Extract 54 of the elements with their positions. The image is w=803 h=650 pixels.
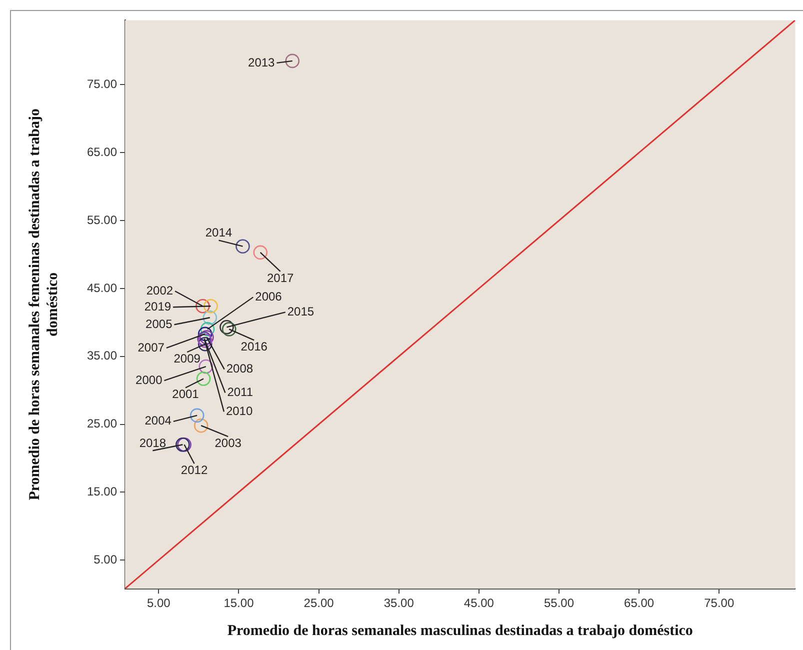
point: [253, 245, 268, 260]
y-tick-label: 65.00: [87, 144, 118, 159]
annotation: 2012: [180, 462, 208, 477]
point: [220, 320, 234, 334]
y-tick-label: 75.00: [87, 77, 118, 92]
point: [198, 359, 214, 374]
x-tick-label: 65.00: [624, 596, 654, 610]
point: [190, 408, 204, 423]
point: [222, 322, 236, 336]
annotation: 2002: [146, 283, 174, 298]
x-tick-label: 15.00: [224, 596, 254, 610]
point: [198, 326, 212, 342]
point: [200, 322, 215, 336]
annotation: 2007: [138, 340, 165, 354]
point: [285, 54, 300, 68]
point: [196, 372, 211, 386]
annotation: 2017: [266, 270, 294, 285]
x-tick-label: 5.00: [146, 596, 171, 610]
x-tick-label: 45.00: [464, 596, 494, 610]
y-axis-title: Promedio de horas semanales femeninas destinadas a trabajo doméstico: [26, 108, 61, 500]
annotation: 2003: [214, 436, 242, 450]
point: [196, 298, 210, 314]
annotation: 2014: [205, 226, 232, 240]
x-axis-title: Promedio de horas semanales masculinas destinadas a trabajo doméstico: [227, 622, 693, 639]
annotation: 2016: [240, 340, 268, 354]
point: [202, 310, 218, 325]
annotation: 2004: [144, 414, 172, 428]
x-tick-label: 35.00: [384, 596, 414, 610]
y-tick-label: 45.00: [87, 280, 118, 295]
annotation: 2000: [136, 372, 163, 387]
annotation: 2011: [227, 385, 254, 400]
annotation: 2009: [174, 351, 201, 366]
y-tick-label: 25.00: [87, 416, 118, 431]
point: [198, 336, 212, 352]
y-tick-label: 5.00: [94, 552, 118, 566]
point: [200, 330, 214, 344]
annotation: 2013: [248, 55, 276, 70]
annotation: 2005: [146, 316, 173, 331]
annotation: 2010: [226, 404, 253, 418]
annotation: 2019: [144, 299, 172, 314]
annotation: 2006: [255, 290, 282, 304]
x-tick-label: 75.00: [704, 596, 734, 610]
y-tick-label: 55.00: [87, 212, 118, 227]
x-tick-label: 25.00: [304, 596, 334, 610]
annotation: 2018: [139, 436, 166, 450]
x-tick-label: 55.00: [544, 596, 574, 610]
annotation: 2015: [287, 304, 314, 318]
annotation: 2001: [172, 387, 200, 402]
point: [204, 298, 218, 314]
point: [194, 418, 208, 433]
annotation: 2008: [226, 362, 254, 376]
point: [236, 239, 250, 254]
y-tick-label: 35.00: [87, 348, 118, 363]
y-tick-label: 15.00: [87, 484, 118, 498]
